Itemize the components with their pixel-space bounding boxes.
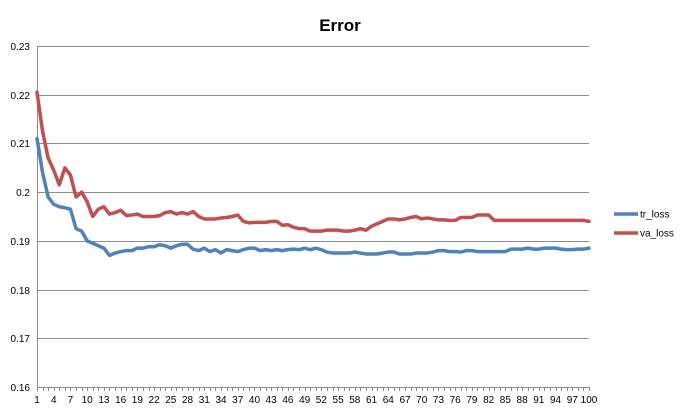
y-tick-label: 0.19 <box>11 237 31 248</box>
x-tick-label: 100 <box>581 395 598 406</box>
x-tick-label: 10 <box>82 395 94 406</box>
y-tick-label: 0.22 <box>11 91 31 102</box>
x-tick-label: 52 <box>316 395 328 406</box>
x-tick-label: 73 <box>433 395 445 406</box>
x-tick-label: 37 <box>232 395 244 406</box>
y-tick-label: 0.17 <box>11 334 31 345</box>
series-lines <box>35 90 591 258</box>
x-tick-label: 34 <box>215 395 227 406</box>
x-tick-label: 55 <box>333 395 345 406</box>
x-tick-label: 76 <box>450 395 462 406</box>
chart-title: Error <box>319 16 361 35</box>
y-tick-label: 0.2 <box>16 188 30 199</box>
x-axis-ticks: 1 4 7 10 13 16 19 22 25 28 31 34 37 40 43 46 49 52 55 58 61 6… <box>34 395 598 406</box>
x-tick-label: 67 <box>399 395 411 406</box>
x-tick-label: 13 <box>98 395 110 406</box>
x-tick-label: 43 <box>266 395 278 406</box>
x-tick-label: 7 <box>68 395 74 406</box>
x-tick-label: 19 <box>132 395 144 406</box>
legend-label-va_loss: va_loss <box>640 229 674 240</box>
x-tick-label: 79 <box>466 395 478 406</box>
x-tick-label: 88 <box>517 395 529 406</box>
x-tick-label: 58 <box>349 395 361 406</box>
x-tick-label: 25 <box>165 395 177 406</box>
x-tick-label: 16 <box>115 395 127 406</box>
y-axis-ticks: 0.16 0.17 0.18 0.19 0.2 0.21 0.22 0.23 <box>11 42 31 394</box>
x-tick-label: 64 <box>383 395 395 406</box>
y-tick-label: 0.23 <box>11 42 31 53</box>
x-tick-label: 82 <box>483 395 495 406</box>
x-tick-label: 61 <box>366 395 378 406</box>
x-tick-label: 94 <box>550 395 562 406</box>
x-tick-label: 22 <box>149 395 161 406</box>
y-tick-label: 0.21 <box>11 139 31 150</box>
x-tick-label: 1 <box>34 395 40 406</box>
legend-label-tr_loss: tr_loss <box>640 210 669 221</box>
legend: tr_loss va_loss <box>614 210 674 240</box>
x-tick-label: 97 <box>567 395 579 406</box>
x-tick-label: 85 <box>500 395 512 406</box>
x-tick-label: 28 <box>182 395 194 406</box>
gridlines <box>37 46 589 339</box>
axes <box>37 46 590 391</box>
x-tick-label: 91 <box>533 395 545 406</box>
y-tick-label: 0.18 <box>11 286 31 297</box>
series-line-va_loss <box>35 90 591 233</box>
series-line-tr_loss <box>35 136 591 258</box>
x-tick-label: 49 <box>299 395 311 406</box>
x-tick-label: 40 <box>249 395 261 406</box>
x-tick-label: 70 <box>416 395 428 406</box>
x-tick-label: 46 <box>282 395 294 406</box>
y-tick-label: 0.16 <box>11 383 31 394</box>
x-tick-label: 31 <box>199 395 211 406</box>
x-tick-label: 4 <box>51 395 57 406</box>
